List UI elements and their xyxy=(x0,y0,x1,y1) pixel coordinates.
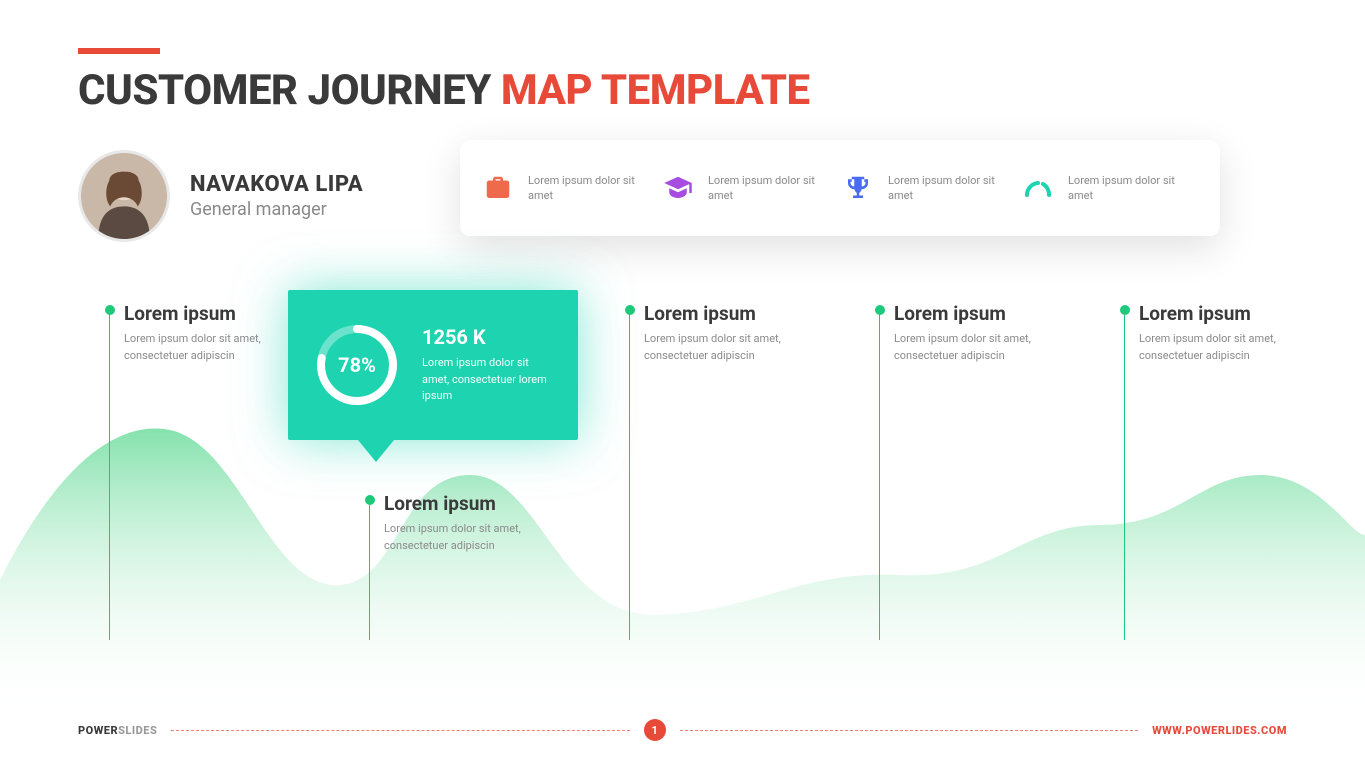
marker-layer: Lorem ipsum Lorem ipsum dolor sit amet, c… xyxy=(0,300,1365,720)
marker-title: Lorem ipsum xyxy=(1139,302,1299,325)
page-number-badge: 1 xyxy=(644,719,666,741)
stat-card: Lorem ipsum dolor sit amet xyxy=(1020,170,1200,206)
page-title: CUSTOMER JOURNEY MAP TEMPLATE xyxy=(78,66,810,115)
marker-content: Lorem ipsum Lorem ipsum dolor sit amet, c… xyxy=(124,302,284,364)
marker-body: Lorem ipsum dolor sit amet, consectetuer… xyxy=(124,331,284,364)
title-part1: CUSTOMER JOURNEY xyxy=(78,66,501,115)
persona-role: General manager xyxy=(190,199,363,220)
stat-card-text: Lorem ipsum dolor sit amet xyxy=(888,173,998,204)
callout-text: 1256 K Lorem ipsum dolor sit amet, conse… xyxy=(422,325,554,405)
marker-line xyxy=(879,310,880,640)
footer-divider xyxy=(171,730,629,731)
marker-line xyxy=(1124,310,1125,640)
marker-dot xyxy=(625,305,635,315)
stat-card-text: Lorem ipsum dolor sit amet xyxy=(708,173,818,204)
avatar-placeholder-icon xyxy=(81,153,167,239)
footer-url: WWW.POWERLIDES.COM xyxy=(1152,724,1287,737)
gauge-icon xyxy=(1020,170,1056,206)
progress-percent-label: 78% xyxy=(312,320,402,410)
marker-content: Lorem ipsum Lorem ipsum dolor sit amet, c… xyxy=(1139,302,1299,364)
stat-card: Lorem ipsum dolor sit amet xyxy=(660,170,840,206)
marker-title: Lorem ipsum xyxy=(124,302,284,325)
briefcase-icon xyxy=(480,170,516,206)
stat-card: Lorem ipsum dolor sit amet xyxy=(480,170,660,206)
footer-brand-part1: POWER xyxy=(78,724,118,737)
marker-title: Lorem ipsum xyxy=(894,302,1054,325)
marker-line xyxy=(369,500,370,640)
title-part2: MAP TEMPLATE xyxy=(501,66,810,115)
stat-card-text: Lorem ipsum dolor sit amet xyxy=(528,173,638,204)
stat-card: Lorem ipsum dolor sit amet xyxy=(840,170,1020,206)
marker-content: Lorem ipsum Lorem ipsum dolor sit amet, c… xyxy=(644,302,804,364)
marker-content: Lorem ipsum Lorem ipsum dolor sit amet, c… xyxy=(384,492,544,554)
avatar xyxy=(78,150,170,242)
marker-line xyxy=(109,310,110,640)
marker-dot xyxy=(365,495,375,505)
footer-brand-part2: SLIDES xyxy=(118,724,157,737)
stat-card-text: Lorem ipsum dolor sit amet xyxy=(1068,173,1178,204)
progress-ring: 78% xyxy=(312,320,402,410)
slide-footer: POWERSLIDES 1 WWW.POWERLIDES.COM xyxy=(78,719,1287,741)
marker-dot xyxy=(1120,305,1130,315)
marker-title: Lorem ipsum xyxy=(644,302,804,325)
stat-card-row: Lorem ipsum dolor sit amet Lorem ipsum d… xyxy=(460,140,1220,236)
marker-body: Lorem ipsum dolor sit amet, consectetuer… xyxy=(894,331,1054,364)
highlight-callout: 78% 1256 K Lorem ipsum dolor sit amet, c… xyxy=(288,290,578,440)
marker-dot xyxy=(875,305,885,315)
title-accent-bar xyxy=(78,48,160,54)
marker-body: Lorem ipsum dolor sit amet, consectetuer… xyxy=(1139,331,1299,364)
persona-text: NAVAKOVA LIPA General manager xyxy=(190,172,363,220)
persona-block: NAVAKOVA LIPA General manager xyxy=(78,150,363,242)
marker-dot xyxy=(105,305,115,315)
footer-brand: POWERSLIDES xyxy=(78,724,157,737)
marker-title: Lorem ipsum xyxy=(384,492,544,515)
marker-line xyxy=(629,310,630,640)
footer-divider xyxy=(680,730,1138,731)
marker-body: Lorem ipsum dolor sit amet, consectetuer… xyxy=(384,521,544,554)
callout-value: 1256 K xyxy=(422,325,554,349)
journey-chart: Lorem ipsum Lorem ipsum dolor sit amet, c… xyxy=(0,300,1365,720)
trophy-icon xyxy=(840,170,876,206)
persona-name: NAVAKOVA LIPA xyxy=(190,172,363,197)
marker-body: Lorem ipsum dolor sit amet, consectetuer… xyxy=(644,331,804,364)
marker-content: Lorem ipsum Lorem ipsum dolor sit amet, c… xyxy=(894,302,1054,364)
graduation-icon xyxy=(660,170,696,206)
callout-body: Lorem ipsum dolor sit amet, consectetuer… xyxy=(422,355,554,405)
